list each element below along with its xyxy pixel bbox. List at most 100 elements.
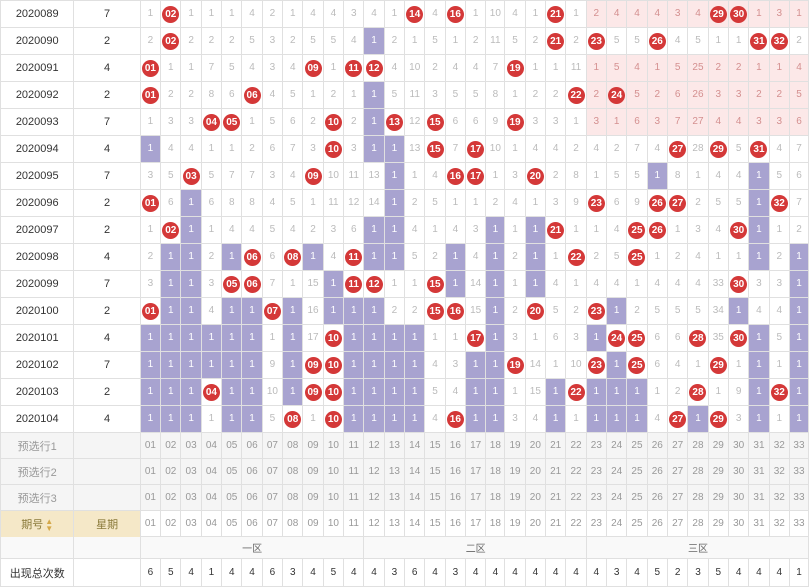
prediction-cell[interactable]: 01 (140, 433, 160, 459)
prediction-cell[interactable]: 10 (323, 433, 343, 459)
prediction-cell[interactable]: 13 (384, 459, 404, 485)
prediction-cell[interactable]: 10 (323, 459, 343, 485)
prediction-cell[interactable]: 30 (728, 485, 748, 511)
prediction-cell[interactable]: 06 (242, 433, 262, 459)
prediction-cell[interactable]: 29 (708, 433, 728, 459)
prediction-cell[interactable]: 18 (486, 485, 505, 511)
prediction-cell[interactable]: 05 (222, 459, 242, 485)
prediction-cell[interactable]: 26 (647, 485, 667, 511)
prediction-cell[interactable]: 09 (303, 485, 323, 511)
prediction-cell[interactable]: 21 (546, 485, 566, 511)
prediction-cell[interactable]: 21 (546, 459, 566, 485)
prediction-cell[interactable]: 14 (405, 459, 425, 485)
prediction-cell[interactable]: 22 (566, 433, 586, 459)
prediction-cell[interactable]: 11 (344, 485, 364, 511)
prediction-cell[interactable]: 05 (222, 485, 242, 511)
prediction-cell[interactable]: 24 (607, 485, 627, 511)
prediction-row-label[interactable]: 预选行2 (1, 459, 74, 485)
prediction-cell[interactable]: 13 (384, 485, 404, 511)
prediction-cell[interactable]: 09 (303, 459, 323, 485)
prediction-cell[interactable]: 16 (445, 485, 465, 511)
prediction-cell[interactable]: 22 (566, 459, 586, 485)
prediction-cell[interactable]: 15 (425, 485, 445, 511)
prediction-cell[interactable]: 12 (364, 433, 384, 459)
prediction-cell[interactable]: 25 (627, 433, 647, 459)
prediction-cell[interactable]: 07 (262, 459, 282, 485)
prediction-cell[interactable]: 31 (749, 485, 769, 511)
prediction-cell[interactable]: 04 (201, 433, 221, 459)
prediction-cell[interactable]: 01 (140, 485, 160, 511)
prediction-cell[interactable]: 12 (364, 459, 384, 485)
prediction-cell[interactable]: 18 (486, 459, 505, 485)
prediction-cell[interactable]: 02 (161, 485, 181, 511)
prediction-cell[interactable]: 14 (405, 485, 425, 511)
prediction-cell[interactable]: 08 (283, 459, 303, 485)
prediction-cell[interactable]: 23 (586, 433, 606, 459)
prediction-cell[interactable]: 24 (607, 433, 627, 459)
prediction-cell[interactable]: 04 (201, 485, 221, 511)
prediction-cell[interactable]: 23 (586, 485, 606, 511)
prediction-cell[interactable]: 28 (688, 433, 708, 459)
prediction-cell[interactable]: 32 (769, 485, 789, 511)
prediction-cell[interactable]: 29 (708, 485, 728, 511)
prediction-cell[interactable]: 16 (445, 433, 465, 459)
prediction-row-label[interactable]: 预选行1 (1, 433, 74, 459)
prediction-cell[interactable]: 20 (525, 485, 545, 511)
prediction-cell[interactable]: 20 (525, 433, 545, 459)
prediction-cell[interactable]: 24 (607, 459, 627, 485)
prediction-cell[interactable]: 20 (525, 459, 545, 485)
prediction-cell[interactable]: 30 (728, 459, 748, 485)
prediction-cell[interactable]: 29 (708, 459, 728, 485)
prediction-cell[interactable]: 13 (384, 433, 404, 459)
prediction-cell[interactable]: 32 (769, 459, 789, 485)
prediction-cell[interactable]: 28 (688, 485, 708, 511)
prediction-cell[interactable]: 17 (466, 485, 486, 511)
prediction-cell[interactable]: 02 (161, 433, 181, 459)
prediction-cell[interactable]: 11 (344, 459, 364, 485)
prediction-cell[interactable]: 03 (181, 459, 201, 485)
prediction-cell[interactable]: 33 (789, 433, 808, 459)
prediction-cell[interactable]: 33 (789, 459, 808, 485)
prediction-cell[interactable]: 27 (667, 485, 687, 511)
prediction-cell[interactable]: 11 (344, 433, 364, 459)
prediction-cell[interactable]: 03 (181, 433, 201, 459)
issue-header[interactable]: 期号▲▼ (1, 511, 74, 537)
prediction-cell[interactable]: 18 (486, 433, 505, 459)
prediction-cell[interactable]: 07 (262, 433, 282, 459)
prediction-cell[interactable]: 08 (283, 433, 303, 459)
prediction-cell[interactable]: 06 (242, 459, 262, 485)
prediction-cell[interactable]: 06 (242, 485, 262, 511)
prediction-cell[interactable]: 12 (364, 485, 384, 511)
prediction-cell[interactable]: 25 (627, 459, 647, 485)
prediction-cell[interactable]: 31 (749, 433, 769, 459)
prediction-cell[interactable]: 25 (627, 485, 647, 511)
prediction-cell[interactable]: 23 (586, 459, 606, 485)
prediction-cell[interactable]: 30 (728, 433, 748, 459)
prediction-cell[interactable]: 09 (303, 433, 323, 459)
prediction-cell[interactable]: 19 (505, 433, 525, 459)
prediction-cell[interactable]: 14 (405, 433, 425, 459)
prediction-cell[interactable]: 04 (201, 459, 221, 485)
prediction-cell[interactable]: 05 (222, 433, 242, 459)
prediction-cell[interactable]: 02 (161, 459, 181, 485)
prediction-cell[interactable]: 31 (749, 459, 769, 485)
prediction-cell[interactable]: 08 (283, 485, 303, 511)
prediction-row-label[interactable]: 预选行3 (1, 485, 74, 511)
prediction-cell[interactable]: 19 (505, 459, 525, 485)
prediction-cell[interactable]: 17 (466, 433, 486, 459)
prediction-cell[interactable]: 33 (789, 485, 808, 511)
prediction-cell[interactable]: 03 (181, 485, 201, 511)
prediction-cell[interactable]: 28 (688, 459, 708, 485)
prediction-cell[interactable]: 22 (566, 485, 586, 511)
prediction-cell[interactable]: 21 (546, 433, 566, 459)
prediction-cell[interactable]: 15 (425, 459, 445, 485)
prediction-cell[interactable]: 32 (769, 433, 789, 459)
prediction-cell[interactable]: 10 (323, 485, 343, 511)
prediction-cell[interactable]: 27 (667, 433, 687, 459)
prediction-cell[interactable]: 17 (466, 459, 486, 485)
prediction-cell[interactable]: 26 (647, 433, 667, 459)
prediction-cell[interactable]: 01 (140, 459, 160, 485)
prediction-cell[interactable]: 26 (647, 459, 667, 485)
prediction-cell[interactable]: 27 (667, 459, 687, 485)
prediction-cell[interactable]: 15 (425, 433, 445, 459)
